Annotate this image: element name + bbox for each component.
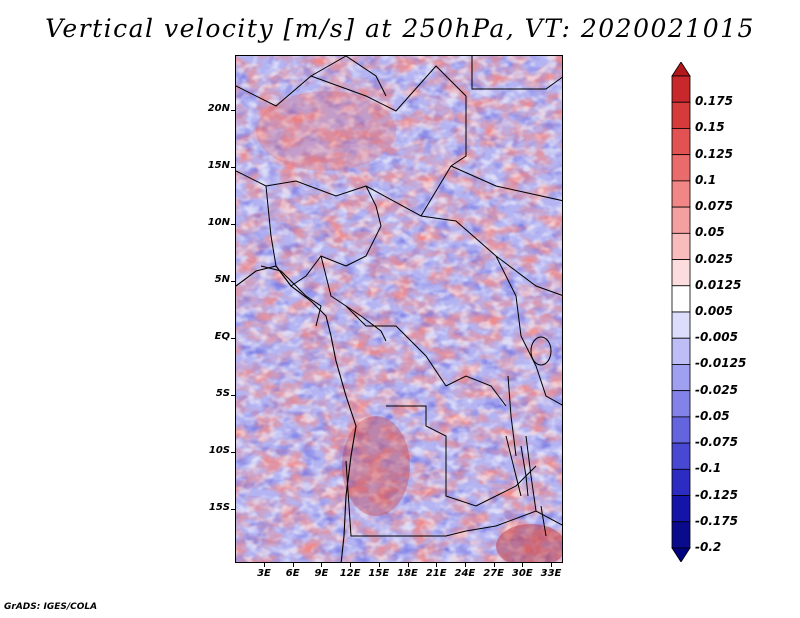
chart-title: Vertical velocity [m/s] at 250hPa, VT: 2…: [45, 14, 755, 43]
field-near-zero: [236, 56, 562, 562]
latitude-tick: [231, 395, 235, 396]
colorbar-label: 0.005: [695, 304, 733, 318]
latitude-tick: [231, 224, 235, 225]
colorbar-segment: [671, 285, 691, 313]
velocity-field: [236, 56, 562, 562]
longitude-label: 6E: [285, 568, 300, 579]
ascent-region-north: [256, 91, 396, 171]
longitude-label: 18E: [397, 568, 418, 579]
colorbar-label: 0.075: [695, 199, 733, 214]
longitude-label: 27E: [483, 568, 504, 579]
latitude-label: 5S: [215, 388, 230, 399]
longitude-label: 24E: [454, 568, 476, 579]
latitude-tick: [231, 509, 235, 510]
longitude-label: 9E: [314, 568, 329, 579]
colorbar-segment: [671, 206, 691, 234]
latitude-label: 15N: [207, 160, 230, 171]
colorbar-label: 0.0125: [695, 277, 742, 292]
longitude-label: 30E: [511, 568, 533, 579]
colorbar-segment: [671, 232, 691, 260]
colorbar-label: -0.125: [695, 487, 738, 502]
colorbar-segment: [671, 128, 691, 156]
longitude-label: 33E: [540, 568, 562, 579]
colorbar-segment: [671, 75, 691, 103]
colorbar-segment: [671, 311, 691, 339]
great-lakes: [507, 336, 552, 537]
colorbar-segment: [671, 468, 691, 496]
latitude-label: 20N: [207, 103, 230, 114]
colorbar-label: 0.125: [695, 146, 733, 161]
longitude-label: 15E: [368, 568, 390, 579]
latitude-tick: [231, 110, 235, 111]
colorbar-label: 0.175: [695, 94, 733, 109]
colorbar-label: 0.15: [695, 120, 725, 135]
colorbar-label: -0.2: [695, 540, 722, 554]
colorbar-label: -0.0125: [695, 356, 747, 371]
colorbar-label: 0.1: [695, 172, 717, 187]
ascent-region-angola: [342, 416, 410, 516]
longitude-tick: [264, 563, 265, 567]
longitude-tick: [493, 563, 495, 567]
coastline: [236, 265, 357, 562]
colorbar-segment: [671, 101, 691, 129]
latitude-label: EQ: [214, 331, 230, 342]
colorbar-label: -0.075: [695, 435, 738, 450]
colorbar-segment: [671, 416, 691, 444]
latitude-label: 10N: [207, 217, 230, 228]
longitude-label: 21E: [425, 568, 447, 579]
latitude-tick: [231, 167, 235, 168]
colorbar-segment: [671, 442, 691, 470]
longitude-label: 12E: [339, 568, 361, 579]
latitude-label: 10S: [208, 445, 230, 456]
longitude-tick: [378, 563, 380, 567]
longitude-tick: [464, 563, 466, 567]
colorbar-segment: [671, 521, 691, 549]
colorbar-label: -0.05: [695, 408, 730, 423]
colorbar-label: -0.025: [695, 382, 738, 397]
longitude-tick: [551, 563, 552, 567]
longitude-tick: [407, 563, 409, 567]
colorbar-label: -0.1: [695, 461, 722, 476]
latitude-label: 15S: [208, 502, 230, 513]
latitude-tick: [231, 338, 235, 339]
colorbar-segment: [671, 495, 691, 523]
longitude-tick: [292, 563, 294, 567]
longitude-label: 3E: [257, 568, 271, 579]
colorbar: [671, 62, 691, 562]
colorbar-label: -0.175: [695, 513, 738, 528]
colorbar-segment: [671, 364, 691, 392]
map-panel: [235, 55, 563, 563]
latitude-tick: [231, 281, 235, 282]
longitude-tick: [350, 563, 352, 567]
longitude-tick: [522, 563, 524, 567]
colorbar-label: 0.05: [695, 225, 725, 240]
longitude-tick: [436, 563, 438, 567]
latitude-tick: [231, 452, 235, 453]
longitude-tick: [321, 563, 323, 567]
colorbar-max-triangle: [671, 62, 691, 77]
colorbar-segment: [671, 154, 691, 182]
country-boundaries: [236, 56, 562, 537]
colorbar-label: 0.025: [695, 251, 733, 266]
colorbar-segment: [671, 180, 691, 208]
colorbar-label: -0.005: [695, 330, 738, 345]
latitude-label: 5N: [214, 274, 230, 285]
colorbar-segment: [671, 390, 691, 418]
colorbar-segment: [671, 259, 691, 287]
footer-credit: GrADS: IGES/COLA: [4, 602, 98, 612]
colorbar-segment: [671, 337, 691, 365]
colorbar-min-triangle: [671, 547, 691, 562]
